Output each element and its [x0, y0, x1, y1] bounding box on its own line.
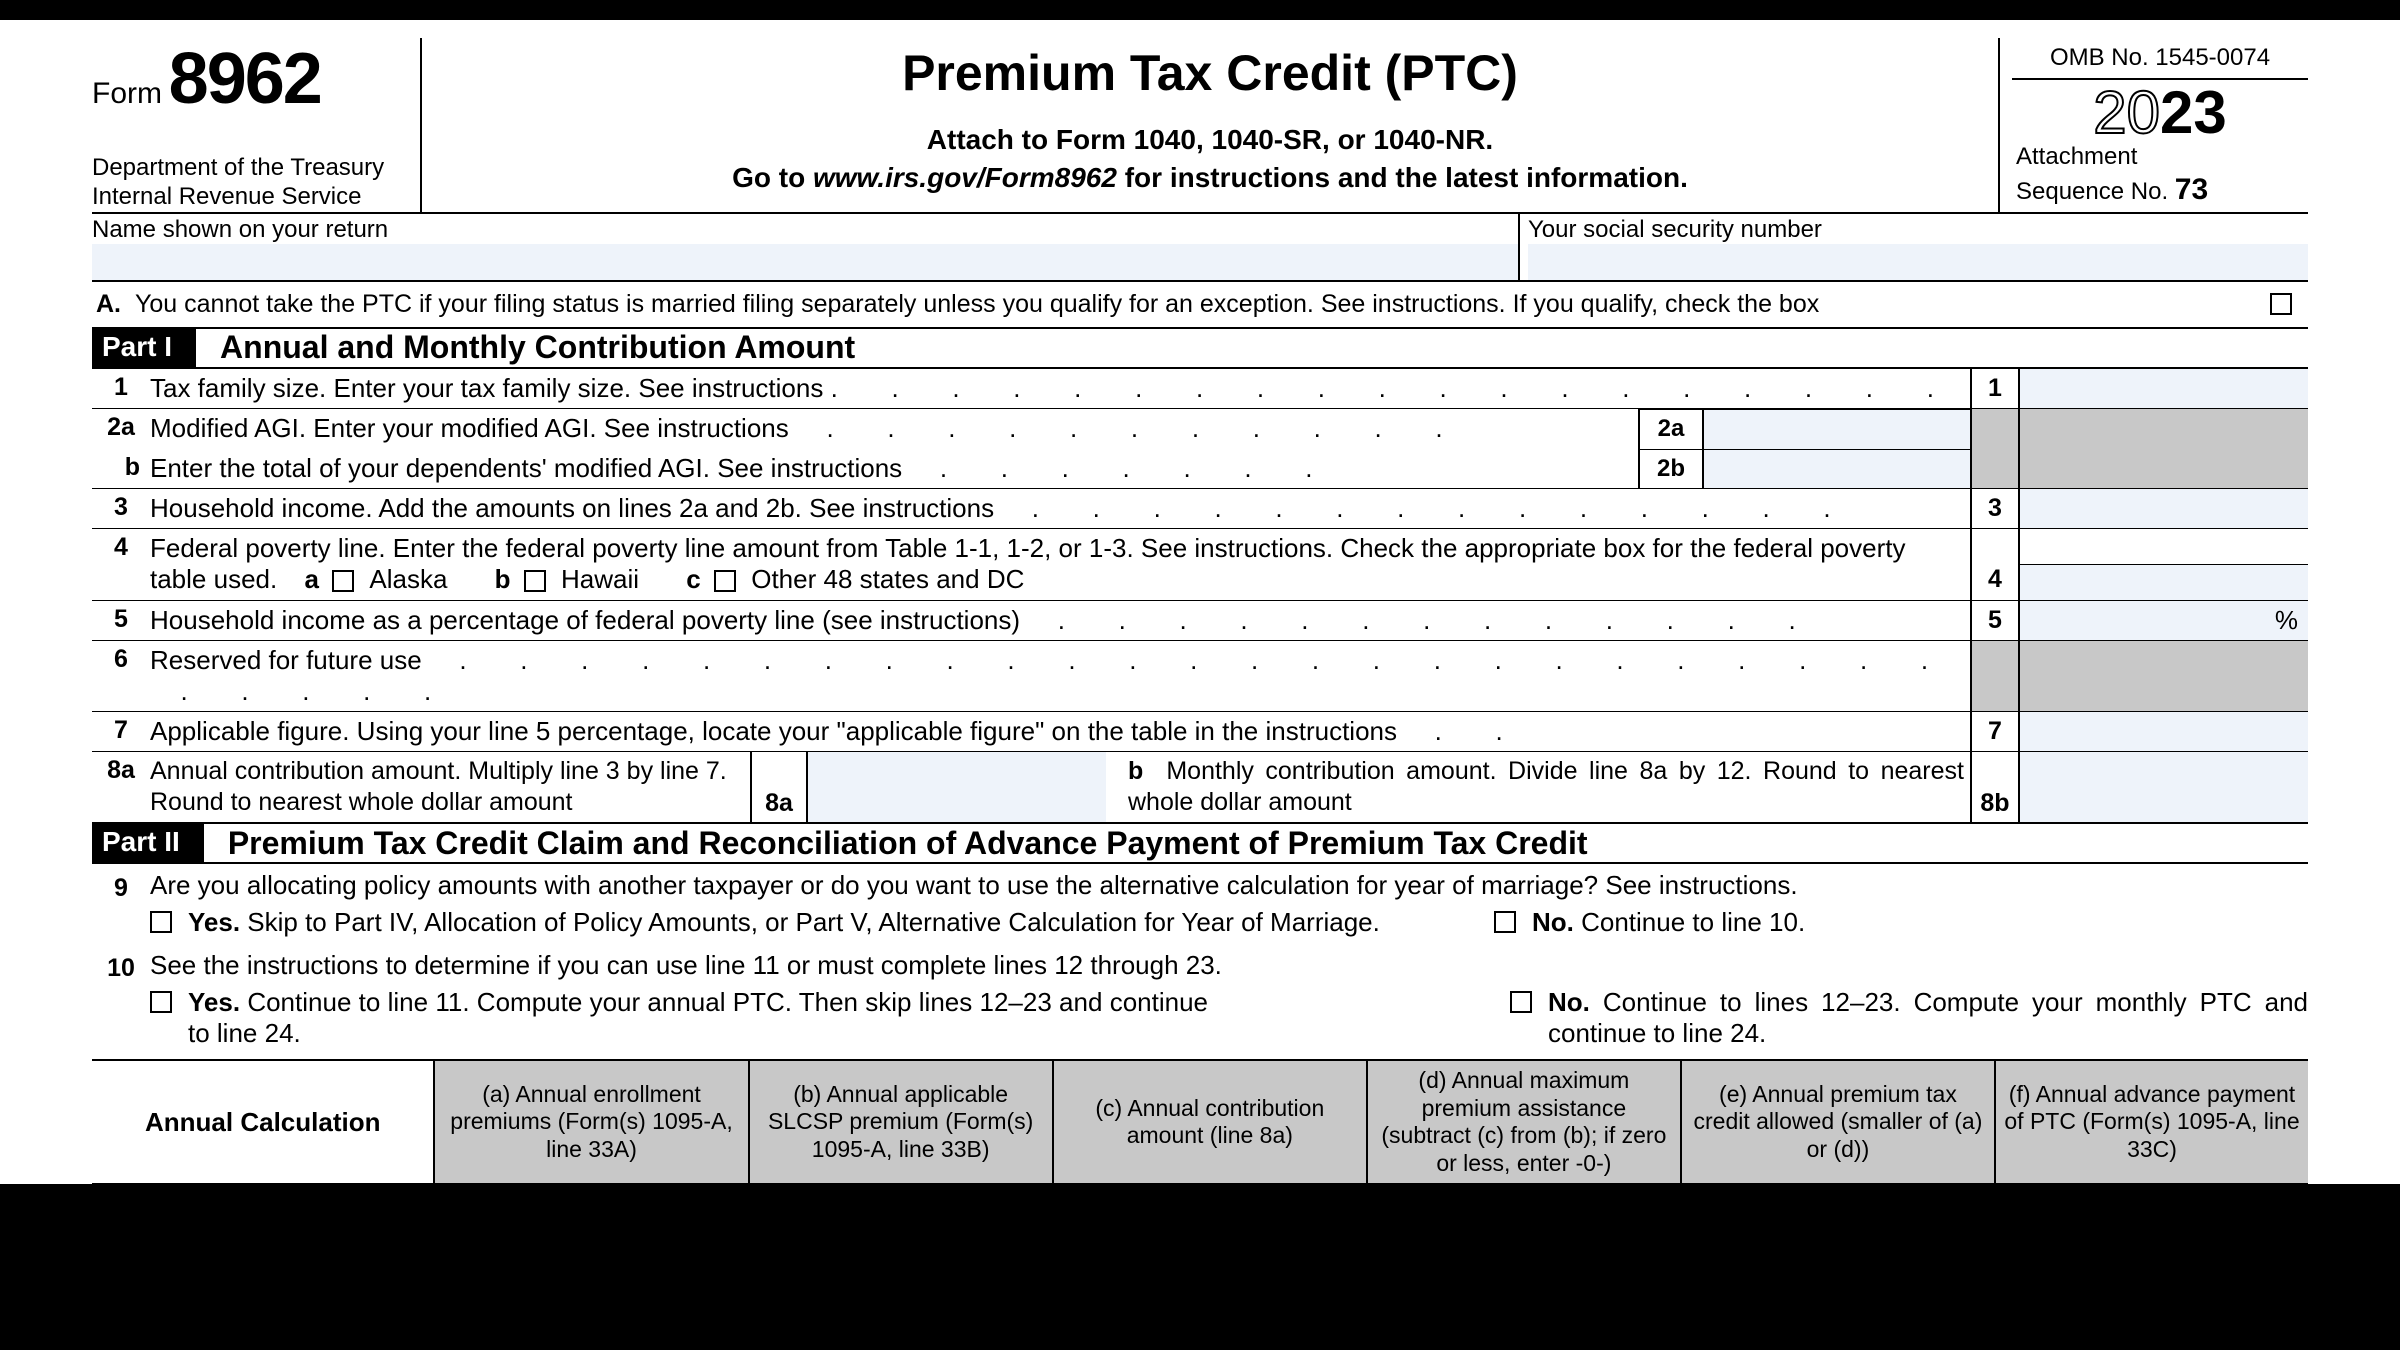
- line-4-checkbox-other[interactable]: [714, 570, 736, 592]
- line-9-yes-checkbox[interactable]: [150, 911, 172, 933]
- annual-calc-label: Annual Calculation: [92, 1061, 433, 1183]
- subtitle-1: Attach to Form 1040, 1040-SR, or 1040-NR…: [432, 124, 1988, 156]
- line-5-value[interactable]: %: [2018, 601, 2308, 640]
- line-2b: b Enter the total of your dependents' mo…: [92, 449, 2308, 489]
- ssn-field[interactable]: Your social security number: [1518, 214, 2308, 280]
- line-a-text: You cannot take the PTC if your filing s…: [135, 290, 2270, 319]
- line-8b-value[interactable]: [2018, 752, 2308, 823]
- line-9-no-checkbox[interactable]: [1494, 911, 1516, 933]
- part-1-tag: Part I: [92, 329, 196, 367]
- tax-year: 2023 Attachment Sequence No. 73: [2012, 80, 2308, 212]
- subtitle-2: Go to www.irs.gov/Form8962 for instructi…: [432, 162, 1988, 194]
- header-center: Premium Tax Credit (PTC) Attach to Form …: [422, 38, 1998, 212]
- line-4-checkbox-hawaii[interactable]: [524, 570, 546, 592]
- line-2-gray: [2018, 409, 2308, 449]
- line-1: 1 Tax family size. Enter your tax family…: [92, 369, 2308, 409]
- line-a-checkbox[interactable]: [2270, 293, 2292, 315]
- form-label: Form: [92, 77, 162, 110]
- header-right: OMB No. 1545-0074 2023 Attachment Sequen…: [1998, 38, 2308, 212]
- line-4-value[interactable]: [2018, 529, 2308, 600]
- header-left: Form 8962 Department of the Treasury Int…: [92, 38, 422, 212]
- line-5: 5 Household income as a percentage of fe…: [92, 601, 2308, 641]
- col-f-header: (f) Annual advance payment of PTC (Form(…: [1994, 1061, 2308, 1183]
- name-field[interactable]: Name shown on your return: [92, 214, 1518, 280]
- form-header: Form 8962 Department of the Treasury Int…: [92, 38, 2308, 214]
- line-6-value: [2018, 641, 2308, 711]
- line-6: 6 Reserved for future use . . . . . . . …: [92, 641, 2308, 712]
- part-1-header: Part I Annual and Monthly Contribution A…: [92, 329, 2308, 369]
- name-ssn-row: Name shown on your return Your social se…: [92, 214, 2308, 282]
- form-title: Premium Tax Credit (PTC): [432, 44, 1988, 102]
- line-9: 9 Are you allocating policy amounts with…: [92, 864, 2308, 944]
- annual-calc-header: Annual Calculation (a) Annual enrollment…: [92, 1059, 2308, 1184]
- form-number: 8962: [169, 39, 321, 119]
- line-7-value[interactable]: [2018, 712, 2308, 751]
- department-block: Department of the Treasury Internal Reve…: [92, 154, 412, 212]
- col-e-header: (e) Annual premium tax credit allowed (s…: [1680, 1061, 1994, 1183]
- attachment-sequence: Attachment Sequence No. 73: [2012, 143, 2308, 208]
- line-4: 4 Federal poverty line. Enter the federa…: [92, 529, 2308, 601]
- col-d-header: (d) Annual maximum premium assistance (s…: [1366, 1061, 1680, 1183]
- line-1-numbox: 1: [1970, 369, 2018, 408]
- line-10-no-checkbox[interactable]: [1510, 991, 1532, 1013]
- line-2b-numbox: 2b: [1638, 449, 1702, 488]
- part-2-tag: Part II: [92, 824, 204, 862]
- line-7: 7 Applicable figure. Using your line 5 p…: [92, 712, 2308, 752]
- form-8962-page: Form 8962 Department of the Treasury Int…: [0, 20, 2400, 1184]
- line-a: A. You cannot take the PTC if your filin…: [92, 282, 2308, 329]
- line-10-yes-checkbox[interactable]: [150, 991, 172, 1013]
- col-a-header: (a) Annual enrollment premiums (Form(s) …: [433, 1061, 747, 1183]
- part-1-title: Annual and Monthly Contribution Amount: [220, 329, 855, 366]
- line-2b-value[interactable]: [1702, 449, 1970, 488]
- col-c-header: (c) Annual contribution amount (line 8a): [1052, 1061, 1366, 1183]
- omb-number: OMB No. 1545-0074: [2012, 38, 2308, 80]
- line-3-value[interactable]: [2018, 489, 2308, 528]
- line-10: 10 See the instructions to determine if …: [92, 944, 2308, 1059]
- part-2-header: Part II Premium Tax Credit Claim and Rec…: [92, 824, 2308, 864]
- part-2-title: Premium Tax Credit Claim and Reconciliat…: [228, 825, 1588, 862]
- col-b-header: (b) Annual applicable SLCSP premium (For…: [748, 1061, 1052, 1183]
- line-8a-value[interactable]: [806, 752, 1106, 823]
- line-a-label: A.: [96, 290, 121, 319]
- dept-line1: Department of the Treasury: [92, 154, 412, 183]
- line-2a-value[interactable]: [1702, 409, 1970, 449]
- line-2a: 2a Modified AGI. Enter your modified AGI…: [92, 409, 2308, 449]
- dept-line2: Internal Revenue Service: [92, 183, 412, 212]
- line-4-checkbox-alaska[interactable]: [332, 570, 354, 592]
- line-3: 3 Household income. Add the amounts on l…: [92, 489, 2308, 529]
- line-1-value[interactable]: [2018, 369, 2308, 408]
- line-8: 8a Annual contribution amount. Multiply …: [92, 752, 2308, 825]
- line-2a-numbox: 2a: [1638, 409, 1702, 449]
